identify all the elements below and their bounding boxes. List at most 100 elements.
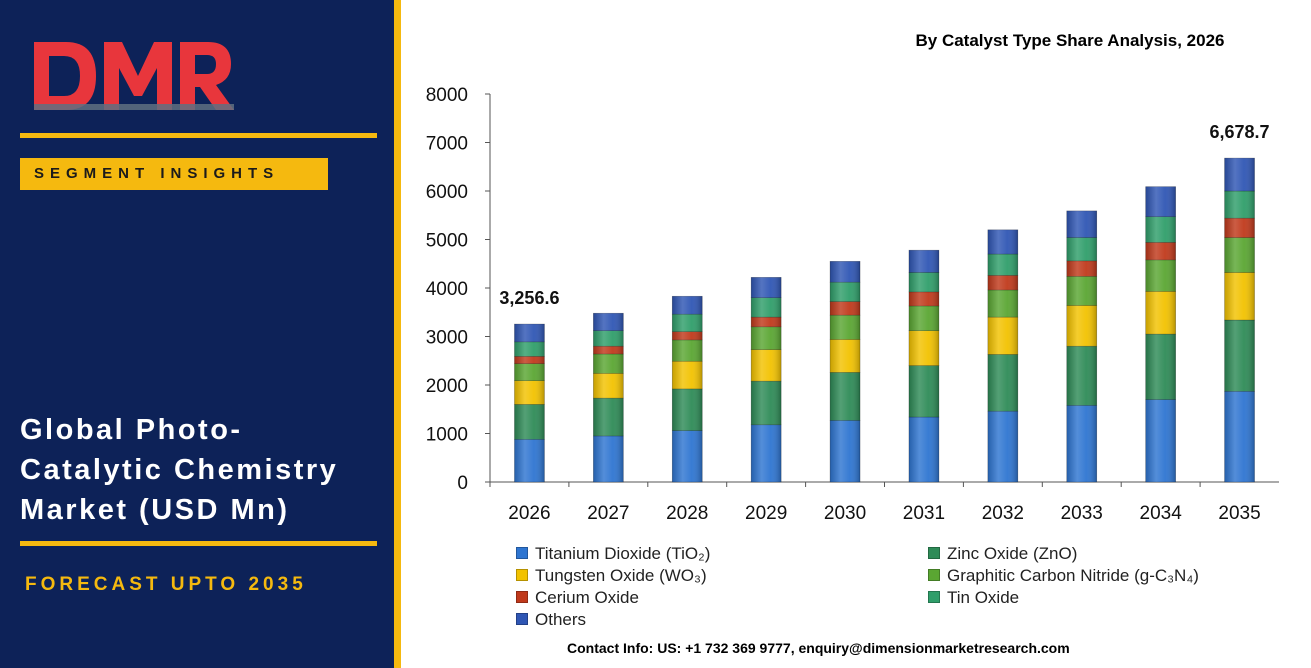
bar-segment xyxy=(1224,319,1255,392)
dmr-logo-underline xyxy=(34,104,234,110)
bar-segment xyxy=(987,275,1019,291)
bar-segment xyxy=(987,410,1019,483)
dmr-logo-m xyxy=(104,42,172,110)
y-tick-label: 1000 xyxy=(426,425,468,446)
bar-segment xyxy=(514,404,545,440)
bar-segment xyxy=(750,424,782,483)
bar-segment xyxy=(1066,237,1098,262)
x-tick-label: 2035 xyxy=(1218,503,1260,524)
bar-segment xyxy=(987,253,1019,276)
bar-segment xyxy=(1145,242,1176,261)
bar-segment xyxy=(514,341,545,357)
bar-segment xyxy=(908,365,940,418)
bar-segment xyxy=(1224,237,1255,273)
bar-segment xyxy=(671,295,703,315)
bar-segment xyxy=(1066,345,1098,406)
bar-segment xyxy=(908,249,940,273)
legend-item: Titanium Dioxide (TiO₂) xyxy=(516,543,710,565)
bar-segment xyxy=(829,261,861,283)
x-tick-label: 2028 xyxy=(666,503,708,524)
y-tick-label: 6000 xyxy=(426,182,468,203)
segment-insights-badge: SEGMENT INSIGHTS xyxy=(20,158,328,190)
x-tick-label: 2032 xyxy=(982,503,1024,524)
legend-item: Cerium Oxide xyxy=(516,587,639,609)
legend-label: Zinc Oxide (ZnO) xyxy=(947,544,1078,563)
bar-segment xyxy=(514,439,545,483)
legend-item: Tin Oxide xyxy=(928,587,1019,609)
bar-segment xyxy=(671,430,703,483)
bar-segment xyxy=(829,372,861,421)
legend-swatch xyxy=(516,569,528,581)
bar-segment xyxy=(750,297,782,318)
left-panel: SEGMENT INSIGHTS Global Photo- Catalytic… xyxy=(0,0,394,668)
bar-segment xyxy=(1224,217,1255,238)
y-tick-label: 0 xyxy=(457,473,468,494)
bar-segment xyxy=(1145,186,1176,218)
legend-swatch xyxy=(516,613,528,625)
bar-segment xyxy=(671,360,703,390)
bar-segment xyxy=(671,339,703,362)
legend-swatch xyxy=(516,547,528,559)
legend-label: Tin Oxide xyxy=(947,588,1020,607)
chart-legend: Titanium Dioxide (TiO₂) Zinc Oxide (ZnO)… xyxy=(516,543,1296,633)
bar-segment xyxy=(750,316,782,328)
legend-swatch xyxy=(928,547,940,559)
legend-item: Others xyxy=(516,609,586,631)
y-tick-label: 3000 xyxy=(426,328,468,349)
dmr-logo-r xyxy=(180,42,234,110)
bar-segment xyxy=(593,397,624,437)
bar-segment xyxy=(1066,405,1098,483)
legend-label: Others xyxy=(535,610,587,629)
bar-segment xyxy=(671,313,703,332)
y-tick-label: 5000 xyxy=(426,231,468,252)
bar-segment xyxy=(750,277,782,298)
y-tick-label: 8000 xyxy=(426,85,468,106)
legend-swatch xyxy=(928,591,940,603)
legend-item: Tungsten Oxide (WO₃) xyxy=(516,565,707,587)
bar-segment xyxy=(750,380,782,426)
legend-swatch xyxy=(516,591,528,603)
bar-segment xyxy=(671,388,703,431)
y-tick-label: 4000 xyxy=(426,279,468,300)
legend-label: Graphitic Carbon Nitride (g-C₃N₄) xyxy=(947,566,1199,585)
bar-segment xyxy=(908,416,940,483)
report-title-line: Global Photo- xyxy=(20,414,243,446)
bar-segment xyxy=(1145,399,1176,483)
bar-segment xyxy=(987,354,1019,412)
report-title: Global Photo- Catalytic Chemistry Market… xyxy=(20,410,385,530)
legend-swatch xyxy=(928,569,940,581)
bar-segment xyxy=(514,380,545,405)
bar-segment xyxy=(593,312,624,331)
bar-segment xyxy=(1066,305,1098,347)
bar-segment xyxy=(1066,210,1098,238)
bar-segment xyxy=(593,435,624,483)
y-tick-label: 7000 xyxy=(426,134,468,155)
bar-segment xyxy=(514,356,545,364)
bar-segment xyxy=(514,363,545,381)
bar-segment xyxy=(1224,272,1255,321)
chart-title: By Catalyst Type Share Analysis, 2026 xyxy=(915,31,1225,50)
bar-segment xyxy=(593,353,624,374)
bar-segment xyxy=(593,345,624,355)
legend-label: Tungsten Oxide (WO₃) xyxy=(535,566,707,585)
bar-segment xyxy=(1066,260,1098,277)
legend-item: Zinc Oxide (ZnO) xyxy=(928,543,1077,565)
bar-segment xyxy=(1145,216,1176,243)
bar-segment xyxy=(829,301,861,316)
total-label: 3,256.6 xyxy=(499,288,559,308)
bar-segment xyxy=(1224,391,1255,483)
bar-segment xyxy=(593,330,624,347)
total-label: 6,678.7 xyxy=(1210,122,1270,142)
contact-info: Contact Info: US: +1 732 369 9777, enqui… xyxy=(567,640,1070,656)
title-divider xyxy=(20,541,377,546)
bar-segment xyxy=(829,314,861,340)
bar-segment xyxy=(1145,291,1176,335)
bar-segment xyxy=(514,323,545,343)
total-labels: 3,256.6 6,678.7 xyxy=(499,122,1269,308)
logo-divider xyxy=(20,133,377,138)
bar-segment xyxy=(1145,333,1176,400)
y-tick-label: 2000 xyxy=(426,376,468,397)
x-tick-label: 2031 xyxy=(903,503,945,524)
bar-segment xyxy=(908,272,940,293)
